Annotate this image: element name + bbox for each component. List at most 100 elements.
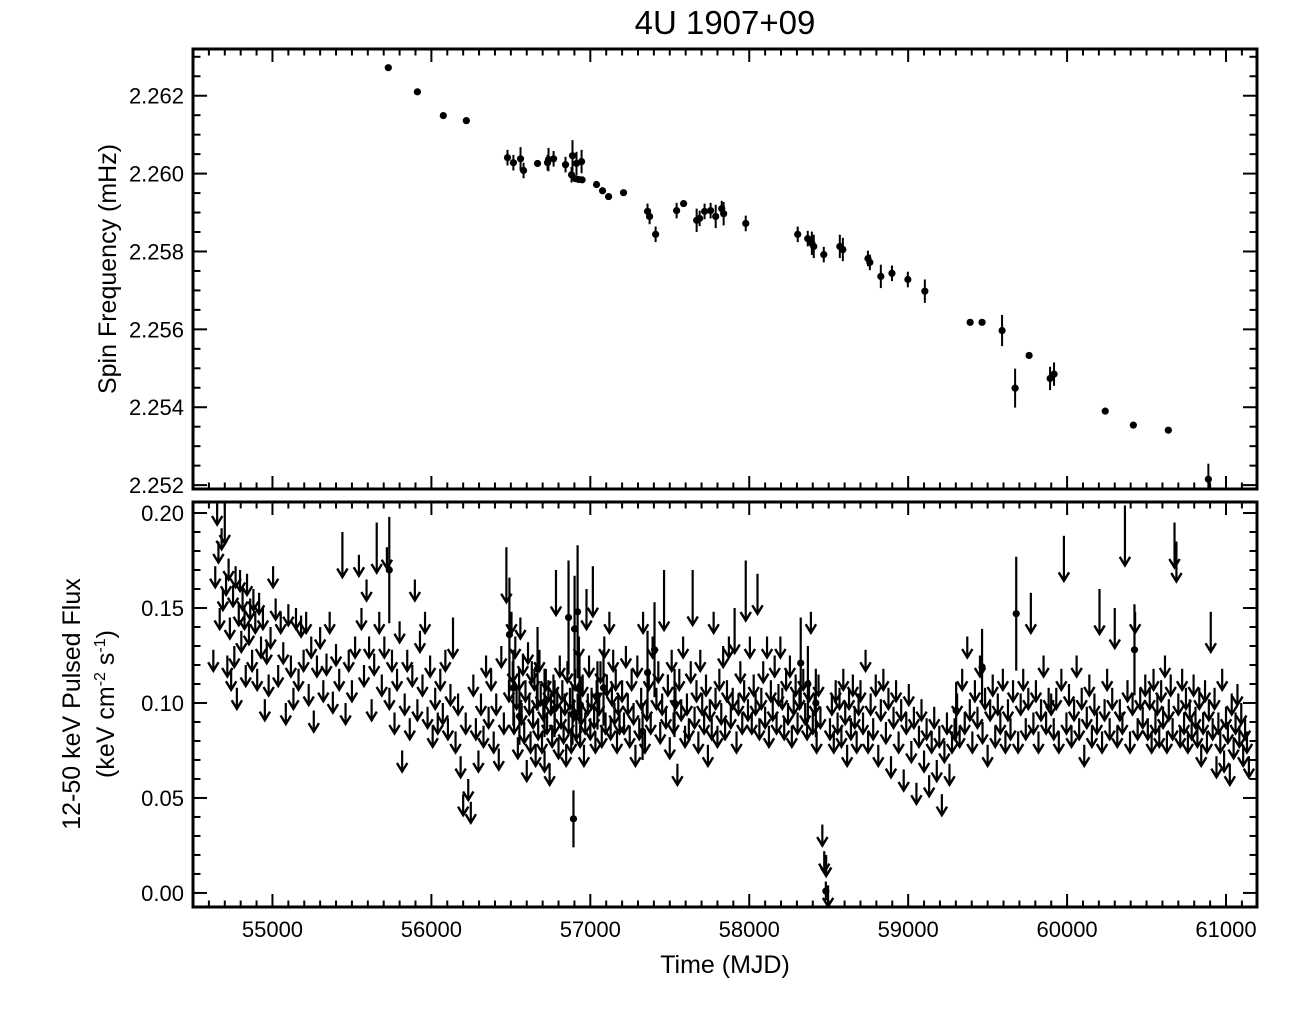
flux-detection-point (978, 628, 986, 705)
spin-data-point (810, 234, 818, 259)
spin-data-point (533, 159, 542, 168)
flux-upper-limit-arrow (1196, 712, 1210, 736)
flux-upper-limit-arrow (454, 756, 467, 780)
flux-upper-limit-arrow (552, 737, 565, 761)
flux-upper-limit-arrow (1011, 731, 1025, 755)
flux-upper-limit-arrow (676, 636, 690, 660)
flux-detection-point (804, 645, 812, 722)
flux-upper-limit-arrow (1191, 725, 1204, 750)
flux-upper-limit-arrow (385, 649, 399, 674)
flux-upper-limit-arrow (1044, 693, 1058, 717)
flux-upper-limit-arrow (833, 687, 846, 712)
flux-upper-limit-arrow (609, 668, 622, 693)
y-tick-label: 0.15 (141, 596, 184, 621)
flux-upper-limit-arrow (380, 547, 394, 571)
flux-upper-limit-arrow (456, 794, 470, 818)
flux-upper-limit-arrow (492, 748, 505, 772)
flux-detection-point (573, 545, 582, 679)
flux-upper-limit-arrow (804, 611, 818, 636)
flux-upper-limit-arrow (785, 725, 799, 750)
flux-upper-limit-arrow (395, 750, 409, 774)
flux-upper-limit-arrow (603, 611, 616, 636)
flux-upper-limit-arrow (1172, 693, 1185, 717)
flux-upper-limit-arrow (1153, 725, 1166, 750)
flux-detection-point (1130, 604, 1139, 696)
flux-upper-limit-arrow (915, 699, 928, 723)
flux-upper-limit-arrow (1062, 683, 1076, 708)
spin-data-point (561, 156, 570, 173)
flux-upper-limit-arrow (279, 702, 293, 727)
flux-upper-limit-arrow (674, 699, 688, 723)
flux-detection-point (1012, 556, 1020, 671)
flux-detection-point (638, 702, 647, 760)
flux-upper-limit-arrow (459, 712, 472, 736)
y-tick-label: 0.00 (141, 881, 184, 906)
flux-upper-limit-arrow (538, 750, 551, 774)
flux-upper-limit-arrow (277, 642, 290, 666)
flux-upper-limit-arrow (695, 693, 709, 717)
flux-upper-limit-arrow (426, 725, 439, 750)
flux-detection-point (550, 680, 559, 738)
flux-upper-limit-arrow (1164, 674, 1177, 698)
flux-upper-limit-arrow (739, 560, 752, 623)
flux-upper-limit-arrow (521, 642, 535, 666)
flux-upper-limit-arrow (526, 706, 540, 731)
flux-upper-limit-arrow (781, 702, 795, 727)
flux-upper-limit-arrow (258, 699, 272, 723)
flux-upper-limit-arrow (1202, 699, 1216, 723)
spin-data-point (888, 265, 896, 282)
flux-upper-limit-arrow (1105, 687, 1119, 712)
flux-upper-limit-arrow (326, 691, 340, 715)
flux-upper-limit-arrow (722, 636, 736, 660)
flux-upper-limit-arrow (428, 687, 442, 712)
flux-upper-limit-arrow (661, 674, 675, 698)
flux-upper-limit-arrow (756, 661, 770, 685)
flux-upper-limit-arrow (299, 611, 313, 636)
flux-upper-limit-arrow (1198, 680, 1212, 704)
flux-upper-limit-arrow (467, 674, 480, 698)
flux-upper-limit-arrow (758, 706, 772, 731)
spin-data-point (998, 314, 1006, 347)
flux-upper-limit-arrow (243, 598, 257, 622)
flux-upper-limit-arrow (910, 782, 923, 807)
flux-panel-ticks (192, 502, 1257, 907)
flux-upper-limit-arrow (495, 645, 508, 670)
flux-upper-limit-arrow (1238, 718, 1252, 742)
flux-upper-limit-arrow (889, 680, 903, 704)
flux-upper-limit-arrow (490, 693, 503, 717)
flux-upper-limit-arrow (484, 668, 498, 693)
flux-upper-limit-arrow (864, 693, 877, 717)
flux-detection-point (385, 516, 393, 624)
flux-upper-limit-arrow (732, 693, 745, 717)
flux-upper-limit-arrow (509, 636, 522, 660)
flux-upper-limit-arrow (1029, 680, 1043, 704)
flux-upper-limit-arrow (207, 649, 220, 674)
flux-upper-limit-arrow (393, 621, 406, 645)
flux-upper-limit-arrow (474, 693, 488, 717)
flux-upper-limit-arrow (749, 693, 762, 717)
flux-upper-limit-arrow (650, 687, 663, 712)
spin-panel-marks (384, 64, 1212, 489)
flux-upper-limit-arrow (835, 725, 848, 750)
flux-detection-point (564, 560, 573, 675)
flux-upper-limit-arrow (1098, 699, 1111, 723)
flux-upper-limit-arrow (423, 655, 437, 679)
flux-upper-limit-arrow (1019, 718, 1032, 742)
flux-upper-limit-arrow (716, 645, 730, 670)
spin-data-point (820, 246, 828, 263)
flux-upper-limit-arrow (441, 718, 455, 742)
flux-upper-limit-arrow (240, 573, 254, 598)
flux-upper-limit-arrow (713, 668, 726, 693)
flux-upper-limit-arrow (1078, 744, 1091, 769)
flux-upper-limit-arrow (1014, 693, 1027, 717)
flux-detection-point (670, 668, 679, 738)
flux-upper-limit-arrow (634, 687, 648, 712)
flux-upper-limit-arrow (1193, 687, 1206, 712)
flux-upper-limit-arrow (814, 706, 827, 731)
flux-upper-limit-arrow (1024, 592, 1038, 636)
x-tick-label: 55000 (242, 917, 303, 942)
flux-upper-limit-arrow (1118, 505, 1132, 568)
flux-upper-limit-arrow (1004, 718, 1017, 742)
flux-upper-limit-arrow (793, 687, 806, 712)
flux-upper-limit-arrow (282, 604, 295, 628)
